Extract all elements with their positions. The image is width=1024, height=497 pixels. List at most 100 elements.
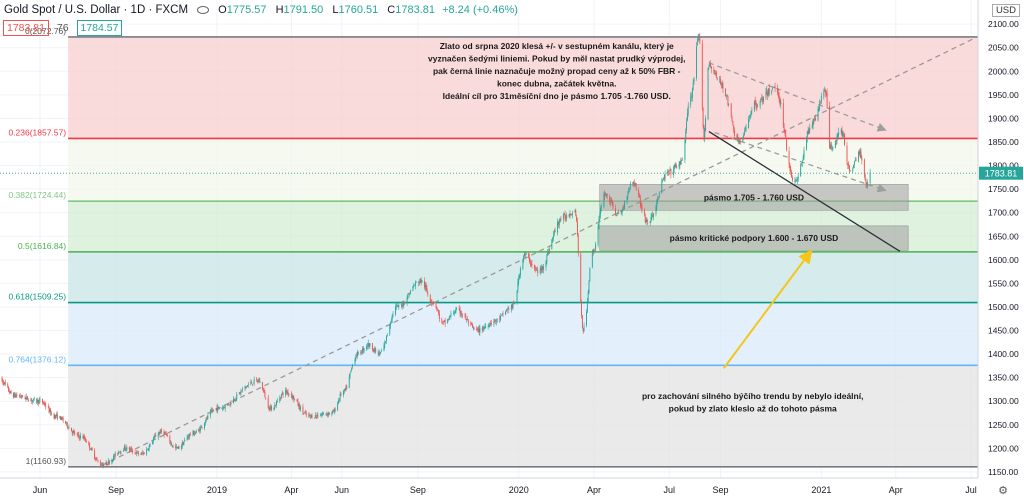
- candle-body: [570, 214, 572, 215]
- candle-body: [846, 145, 848, 162]
- candle-body: [605, 194, 606, 196]
- candle-body: [749, 114, 751, 117]
- candle-body: [685, 130, 687, 142]
- candle-body: [200, 426, 202, 428]
- candle-body: [541, 266, 543, 271]
- candle-body: [583, 325, 585, 332]
- y-tick-label: 1650.00: [988, 231, 1019, 241]
- buy-button[interactable]: 1784.57: [76, 20, 123, 36]
- candle-body: [716, 77, 718, 81]
- candle-body: [612, 202, 614, 208]
- candle-body: [74, 432, 76, 435]
- candle-body: [44, 403, 46, 406]
- candle-body: [572, 213, 573, 215]
- candle-body: [866, 184, 868, 187]
- candle-body: [860, 151, 862, 158]
- candle-body: [407, 293, 409, 299]
- candle-body: [252, 383, 253, 385]
- candle-body: [142, 452, 143, 454]
- candle-body: [262, 388, 264, 390]
- candle-body: [276, 400, 278, 403]
- candle-body: [796, 179, 797, 181]
- candle-body: [470, 323, 472, 324]
- candle-body: [247, 385, 248, 388]
- candle-body: [333, 408, 335, 413]
- x-tick-label: Jul: [663, 485, 675, 495]
- channel-top: [708, 62, 887, 132]
- candle-body: [16, 394, 18, 396]
- candle-body: [424, 280, 425, 288]
- candle-body: [67, 427, 69, 429]
- candle-body: [271, 405, 272, 411]
- candle-body: [120, 451, 122, 453]
- candle-body: [684, 140, 686, 161]
- candle-body: [50, 409, 52, 415]
- candle-body: [699, 36, 701, 44]
- candle-body: [755, 101, 757, 108]
- candle-body: [759, 100, 761, 107]
- candle-body: [380, 352, 382, 354]
- currency-badge[interactable]: USD: [991, 4, 1020, 17]
- candle-body: [267, 397, 269, 408]
- candle-body: [398, 304, 400, 307]
- candle-body: [170, 442, 172, 444]
- candle-body: [355, 356, 357, 360]
- candle-body: [778, 95, 780, 101]
- candle-body: [461, 314, 463, 315]
- candle-body: [817, 108, 819, 121]
- candle-body: [328, 412, 330, 416]
- candle-body: [408, 293, 410, 295]
- candle-body: [286, 392, 288, 393]
- candle-body: [496, 318, 498, 321]
- candle-body: [586, 301, 588, 313]
- y-tick-label: 1600.00: [988, 255, 1019, 265]
- candle-body: [488, 325, 490, 327]
- candle-body: [378, 353, 380, 355]
- candle-body: [861, 158, 863, 161]
- candle-body: [707, 67, 709, 119]
- candle-body: [621, 209, 623, 214]
- candle-body: [124, 446, 126, 450]
- candle-body: [430, 301, 432, 303]
- candle-body: [413, 285, 415, 288]
- candle-body: [704, 130, 706, 139]
- candle-body: [209, 411, 211, 416]
- gear-icon[interactable]: ⚙: [998, 485, 1008, 497]
- candle-body: [171, 445, 173, 447]
- candle-body: [843, 133, 845, 135]
- candle-body: [367, 343, 369, 347]
- candle-body: [424, 285, 426, 288]
- candle-body: [83, 436, 85, 439]
- candle-body: [419, 279, 421, 283]
- candle-body: [192, 431, 194, 435]
- candle-body: [495, 319, 497, 322]
- candle-body: [126, 446, 128, 451]
- candle-body: [161, 429, 162, 432]
- candle-body: [385, 335, 387, 341]
- symbol-title[interactable]: Gold Spot / U.S. Dollar · 1D · FXCM: [4, 4, 189, 16]
- candle-body: [47, 406, 49, 408]
- candle-body: [125, 449, 127, 451]
- candle-body: [484, 327, 486, 328]
- candle-body: [500, 316, 501, 321]
- candle-body: [299, 404, 301, 410]
- candle-body: [309, 414, 310, 416]
- candle-body: [375, 348, 377, 353]
- sell-button[interactable]: 1783.81: [3, 20, 49, 36]
- candle-body: [42, 401, 44, 404]
- fib-band: [68, 365, 979, 467]
- candle-body: [763, 96, 764, 102]
- candle-body: [425, 284, 427, 289]
- candle-body: [134, 451, 136, 453]
- candle-body: [371, 343, 373, 350]
- candle-body: [459, 308, 461, 314]
- candle-body: [265, 397, 267, 399]
- candle-body: [767, 91, 769, 97]
- candle-body: [863, 159, 865, 175]
- x-tick-label: 2019: [207, 485, 227, 495]
- candle-body: [210, 410, 212, 412]
- candle-body: [859, 151, 861, 155]
- eye-icon[interactable]: [197, 6, 210, 15]
- black-line: [708, 131, 901, 252]
